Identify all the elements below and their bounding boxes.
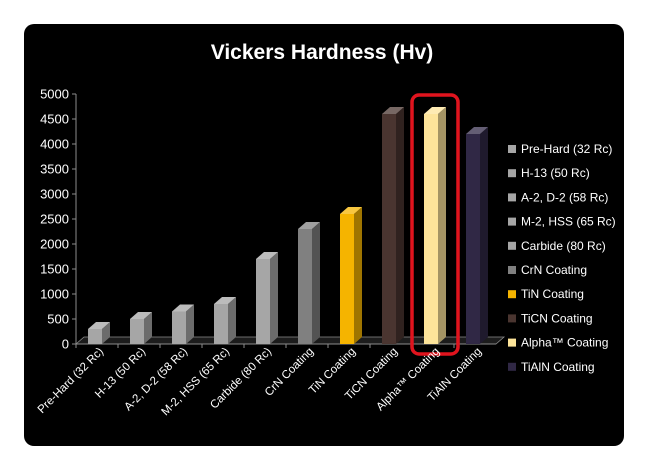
bar — [298, 222, 320, 344]
legend-label: Alpha™ Coating — [521, 336, 608, 350]
bar-side — [270, 252, 278, 344]
bar-side — [354, 207, 362, 344]
legend-label: M-2, HSS (65 Rc) — [521, 215, 616, 229]
bar-side — [102, 322, 110, 344]
legend-label: Pre-Hard (32 Rc) — [521, 142, 612, 156]
y-tick-label: 4000 — [40, 137, 69, 152]
y-tick-label: 0 — [62, 337, 69, 352]
bar-front — [466, 134, 480, 344]
legend-swatch — [508, 266, 516, 274]
bar-side — [438, 107, 446, 344]
bar — [466, 127, 488, 344]
bar-side — [312, 222, 320, 344]
bar-side — [480, 127, 488, 344]
y-tick-label: 3000 — [40, 187, 69, 202]
highlight-box — [410, 93, 460, 356]
chart-svg: Vickers Hardness (Hv) Pre-Hard (32 Rc) H-… — [36, 41, 616, 419]
bar — [382, 107, 404, 344]
legend-label: TiAlN Coating — [521, 360, 595, 374]
bar-top — [424, 107, 446, 114]
legend-item: H-13 (50 Rc) — [508, 166, 590, 180]
legend-item: TiCN Coating — [508, 311, 593, 325]
legend-swatch — [508, 362, 516, 371]
bars — [88, 93, 488, 356]
legend-label: Carbide (80 Rc) — [521, 239, 606, 253]
bar-front — [256, 259, 270, 344]
y-tick-label: 4500 — [40, 112, 69, 127]
legend-swatch — [508, 241, 516, 250]
bar-front — [88, 329, 102, 344]
bar-top — [214, 297, 236, 304]
y-tick-label: 1000 — [40, 287, 69, 302]
y-tick-label: 500 — [47, 312, 69, 327]
bar-side — [396, 107, 404, 344]
bar-top — [256, 252, 278, 259]
legend-item: TiAlN Coating — [508, 360, 595, 374]
legend-swatch — [508, 169, 516, 178]
legend-item: Carbide (80 Rc) — [508, 239, 606, 253]
y-tick-label: 2500 — [40, 212, 69, 227]
bar-top — [466, 127, 488, 134]
x-tick-label: Pre-Hard (32 Rc) — [36, 346, 107, 417]
bar-top — [88, 322, 110, 329]
bar — [256, 252, 278, 344]
bar-side — [186, 304, 194, 344]
y-tick-label: 1500 — [40, 262, 69, 277]
bar-front — [424, 114, 438, 344]
bar-front — [172, 311, 186, 344]
chart-panel: Vickers Hardness (Hv) Pre-Hard (32 Rc) H-… — [24, 24, 624, 446]
y-tick-labels: 0 500 1000 1500 2000 2500 3000 3500 4000 4500 5000 — [40, 87, 69, 352]
legend-item: TiN Coating — [508, 287, 584, 301]
bar-front — [382, 114, 396, 344]
y-tick-label: 3500 — [40, 162, 69, 177]
legend-label: TiCN Coating — [521, 311, 593, 325]
bar-front — [340, 214, 354, 344]
legend-swatch — [508, 338, 516, 347]
bar-top — [298, 222, 320, 229]
bar — [130, 312, 152, 344]
legend-label: TiN Coating — [521, 287, 584, 301]
legend-item: CrN Coating — [508, 263, 587, 277]
bar-side — [228, 297, 236, 344]
legend-swatch — [508, 145, 516, 153]
bar — [214, 297, 236, 344]
legend-label: A-2, D-2 (58 Rc) — [521, 190, 608, 204]
bar — [424, 107, 446, 344]
legend-item: Pre-Hard (32 Rc) — [508, 142, 612, 156]
legend-label: CrN Coating — [521, 263, 587, 277]
x-tick-labels: Pre-Hard (32 Rc)H-13 (50 Rc)A-2, D-2 (58… — [36, 346, 484, 419]
legend-item: M-2, HSS (65 Rc) — [508, 215, 616, 229]
y-tick-label: 5000 — [40, 87, 69, 102]
y-tick-label: 2000 — [40, 237, 69, 252]
legend-item: A-2, D-2 (58 Rc) — [508, 190, 608, 204]
bar-top — [130, 312, 152, 319]
bar — [340, 207, 362, 344]
bar-front — [130, 319, 144, 344]
bar-top — [172, 304, 194, 312]
bar-front — [214, 304, 228, 344]
bar-side — [144, 312, 152, 344]
bar-top — [340, 207, 362, 214]
legend-swatch — [508, 314, 516, 323]
bar — [172, 304, 194, 344]
bar-top — [382, 107, 404, 114]
bar-front — [298, 229, 312, 344]
legend: Pre-Hard (32 Rc) H-13 (50 Rc) A-2, D-2 (58… — [508, 142, 616, 374]
legend-item: Alpha™ Coating — [508, 336, 608, 350]
legend-swatch — [508, 290, 516, 299]
legend-label: H-13 (50 Rc) — [521, 166, 590, 180]
chart-title: Vickers Hardness (Hv) — [211, 41, 434, 64]
legend-swatch — [508, 217, 516, 226]
legend-swatch — [508, 193, 516, 202]
bar — [88, 322, 110, 344]
